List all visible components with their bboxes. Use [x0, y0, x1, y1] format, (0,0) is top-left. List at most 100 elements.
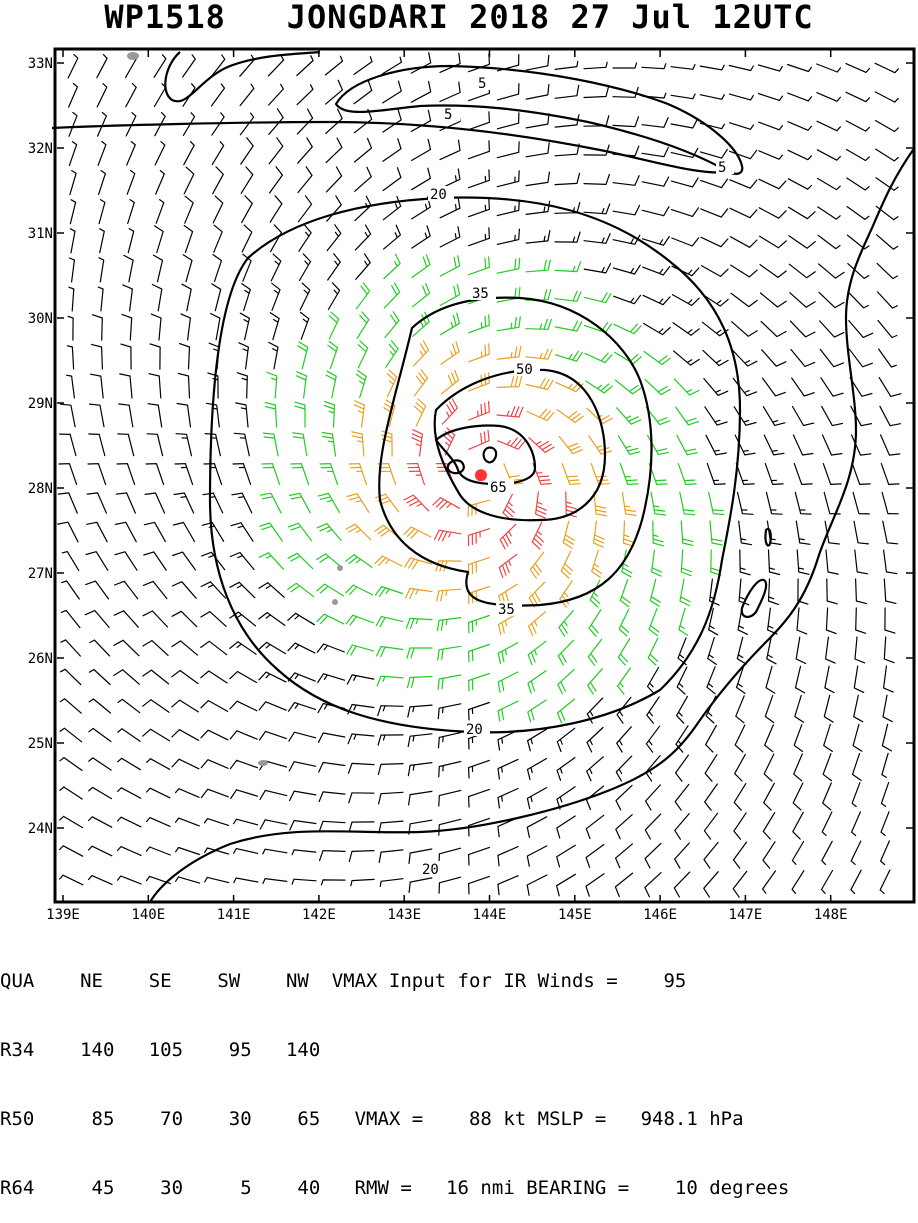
wind-barb: [59, 845, 84, 857]
wind-barb: [297, 195, 313, 223]
wind-barb: [289, 790, 317, 802]
wind-barb: [699, 64, 725, 71]
wind-barb: [183, 166, 195, 195]
table-row-r34: R34 140 105 95 140: [0, 1039, 918, 1062]
wind-barb: [235, 402, 249, 428]
wind-barb: [60, 639, 81, 657]
lat-label: 25N: [28, 736, 53, 752]
wind-barb: [327, 340, 339, 369]
wind-barb: [297, 166, 313, 194]
contour-inner-b: [482, 446, 498, 464]
lon-label: 142E: [302, 907, 336, 923]
wind-barb: [700, 265, 729, 277]
wind-barb: [876, 262, 898, 280]
wind-barb: [84, 610, 110, 628]
wind-barb: [468, 701, 490, 721]
wind-barb: [526, 816, 548, 838]
wind-barb: [794, 491, 812, 515]
wind-barb: [735, 695, 745, 724]
wind-barb: [212, 254, 223, 282]
wind-barb: [59, 668, 82, 686]
wind-barb: [413, 398, 427, 427]
wind-barb: [174, 463, 194, 485]
wind-barb: [258, 552, 284, 570]
wind-barb: [403, 526, 432, 539]
wind-barb: [733, 812, 747, 840]
wind-barb: [731, 349, 758, 367]
wind-barb: [97, 286, 104, 312]
wind-barb: [262, 848, 288, 855]
wind-barb: [121, 313, 133, 341]
wind-barb: [142, 669, 170, 685]
wind-barb: [212, 166, 224, 195]
wind-barb: [298, 253, 312, 282]
wind-barb: [853, 520, 869, 545]
wind-barb: [85, 580, 110, 600]
wind-barb: [86, 521, 108, 543]
wind-barb: [526, 757, 548, 781]
wind-barb: [239, 112, 255, 136]
wind-barb: [210, 312, 221, 341]
wind-barb: [821, 405, 844, 427]
wind-barb: [468, 111, 490, 131]
wind-barb: [791, 870, 805, 894]
wind-barb: [88, 786, 113, 800]
island: [332, 599, 338, 605]
wind-barb: [127, 228, 135, 254]
wind-barb: [670, 118, 699, 129]
wind-barb: [115, 521, 137, 543]
wind-barb: [791, 405, 815, 427]
wind-barb: [172, 521, 196, 543]
wind-barb: [350, 878, 375, 887]
table-row: R34 140 105 95 140: [0, 1039, 321, 1061]
wind-barb: [182, 112, 196, 136]
wind-barb: [672, 322, 700, 336]
contour-small-b: [740, 578, 768, 618]
wind-barb: [267, 54, 285, 77]
wind-barb: [374, 524, 402, 540]
wind-barb: [496, 257, 521, 274]
wind-barb: [269, 195, 283, 223]
wind-barb: [348, 792, 375, 804]
wind-barb: [644, 872, 662, 898]
wind-barb: [213, 224, 223, 253]
wind-barb: [327, 253, 341, 281]
wind-barb: [502, 492, 515, 521]
wind-barb: [496, 228, 520, 245]
wind-barb: [345, 614, 374, 626]
wind-barb: [767, 549, 781, 576]
wind-barb: [734, 753, 746, 782]
wind-barb: [554, 350, 583, 362]
wind-barb: [760, 320, 787, 338]
wind-barb: [410, 138, 432, 162]
wind-barb: [676, 434, 698, 456]
wind-barb: [644, 842, 662, 869]
wind-barb: [347, 733, 375, 745]
wind-barb: [847, 291, 869, 309]
wind-barb: [759, 235, 787, 249]
wind-barb: [758, 150, 783, 160]
wind-barb: [728, 64, 754, 72]
contour-5-north: [164, 50, 321, 103]
wind-barb: [408, 790, 433, 806]
wind-barb: [526, 845, 548, 867]
lon-label: 148E: [814, 907, 848, 923]
lat-label: 24N: [28, 821, 53, 837]
wind-barb: [271, 282, 281, 311]
wind-barb: [525, 200, 551, 215]
table-row: R50 85 70 30 65 VMAX = 88 kt MSLP = 948.…: [0, 1108, 744, 1130]
wind-barb: [436, 588, 462, 602]
wind-barb: [641, 235, 670, 246]
wind-barb: [260, 492, 282, 514]
wind-barb: [382, 138, 402, 162]
wind-barb: [645, 725, 661, 753]
wind-barb: [670, 177, 699, 188]
wind-barb: [648, 608, 660, 637]
wind-barb: [617, 435, 641, 455]
wind-barb: [200, 640, 228, 656]
wind-barb: [791, 377, 815, 397]
lon-label: 143E: [387, 907, 421, 923]
wind-barb: [766, 636, 777, 665]
wind-barb: [407, 733, 433, 748]
wind-barb: [266, 371, 278, 399]
